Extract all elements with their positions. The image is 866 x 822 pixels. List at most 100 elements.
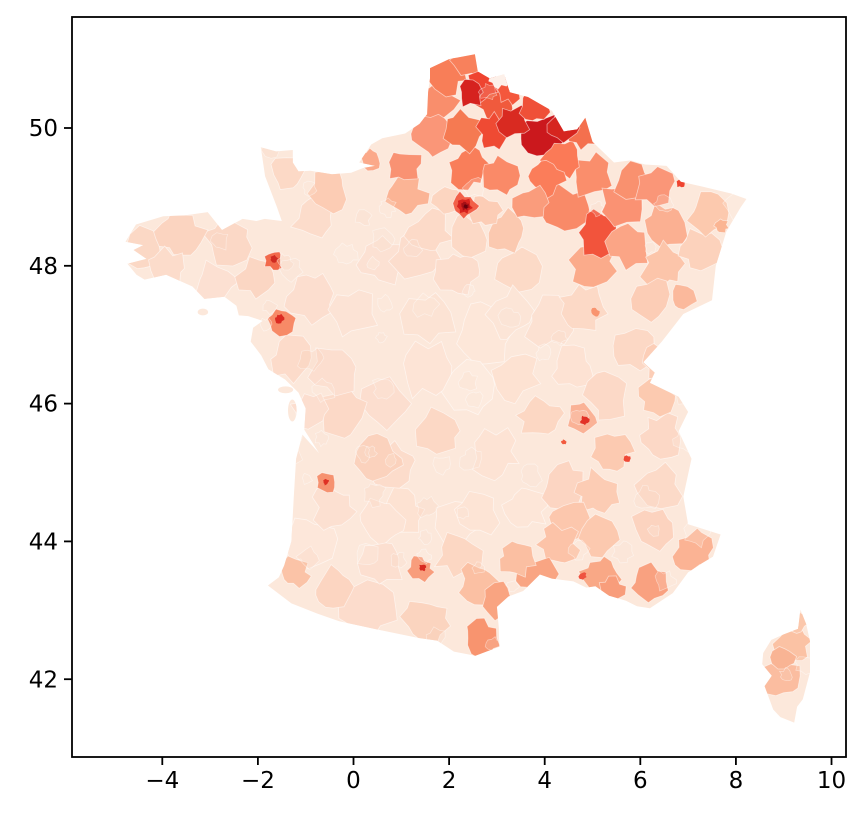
map-cell [649,91,671,116]
map-region [459,78,484,108]
map-cell [354,209,373,226]
map-hotspot [561,439,567,445]
map-cell [456,506,470,520]
map-cell [454,665,473,688]
map-cell [416,495,439,519]
map-region [644,201,688,248]
map-cell [611,540,635,564]
map-region [442,108,486,155]
map-region [472,427,520,482]
map-cell [161,148,176,163]
map-cell [276,252,295,271]
map-cell [215,539,241,565]
x-tick-label: 2 [442,768,457,794]
map-cell [471,561,485,575]
map-cell [690,321,718,352]
map-region [484,284,535,341]
map-cell [366,255,380,271]
x-tick-label: 6 [633,768,648,794]
map-cell [734,554,759,579]
island [197,308,209,316]
map-cell [384,452,397,468]
map-cell [680,585,704,613]
map-cell [166,490,190,514]
map-region [280,555,312,589]
map-cell [254,647,268,661]
y-axis: 42 44 46 48 50 [29,116,72,693]
x-axis: −4 −2 0 2 4 6 8 10 [145,757,846,794]
map-hotspot [623,455,631,462]
map-region [573,466,621,514]
map-cell [302,180,318,197]
map-cell [225,522,241,539]
map-region [194,259,241,311]
map-cell [403,238,424,257]
map-region [630,277,671,323]
map-region [558,283,609,331]
map-region [499,540,537,578]
map-cell [135,557,163,580]
map-cell [461,177,484,198]
map-cell [125,205,131,225]
map-cell [129,300,154,324]
map-cell [644,241,657,255]
map-region [672,283,698,311]
map-region [590,433,636,472]
map-cell [314,429,330,448]
map-cell [766,521,786,540]
map-region [337,579,398,637]
map-cell [283,692,307,715]
map-region [631,508,675,552]
map-cell [169,316,194,342]
map-cell [401,704,420,723]
map-region [639,412,681,460]
map-region [534,521,581,564]
map-cell [680,114,692,128]
map-cell [525,60,542,78]
map-cell [364,483,387,509]
map-cell [521,703,538,722]
map-hotspot [323,478,329,486]
map-cell [396,644,414,662]
map-cell [278,257,304,283]
map-cell [550,329,569,347]
map-region [266,308,297,338]
map-cell [141,193,160,214]
map-region [527,159,568,200]
map-region [403,340,453,400]
map-cell [377,293,393,313]
map-cell [646,524,660,537]
x-tick-label: −4 [145,768,179,794]
map-cell [375,332,388,344]
map-region [633,461,684,510]
map-cell [778,667,793,682]
map-cell [770,569,791,595]
map-cell [295,545,320,571]
map-cell [653,194,675,213]
map-region [490,353,542,405]
map-region [630,561,669,604]
map-cell [412,292,441,318]
map-cell [163,653,186,674]
map-region [639,239,686,289]
map-cell [464,391,484,409]
map-cell [209,232,229,251]
map-cell [126,612,145,632]
map-hotspot [270,254,279,263]
map-region [494,246,543,293]
map-cell [188,608,204,625]
map-cell [417,529,432,545]
map-cell [755,128,773,149]
map-region [453,490,501,536]
map-cell [394,59,410,75]
map-cell [356,543,379,565]
x-tick-label: 4 [537,768,552,794]
map-cell [148,315,174,341]
y-tick-label: 42 [29,667,58,693]
map-region [359,497,407,548]
map-cell [311,377,336,404]
map-cell [568,699,586,719]
map-cell [417,661,438,686]
map-region [577,513,621,559]
